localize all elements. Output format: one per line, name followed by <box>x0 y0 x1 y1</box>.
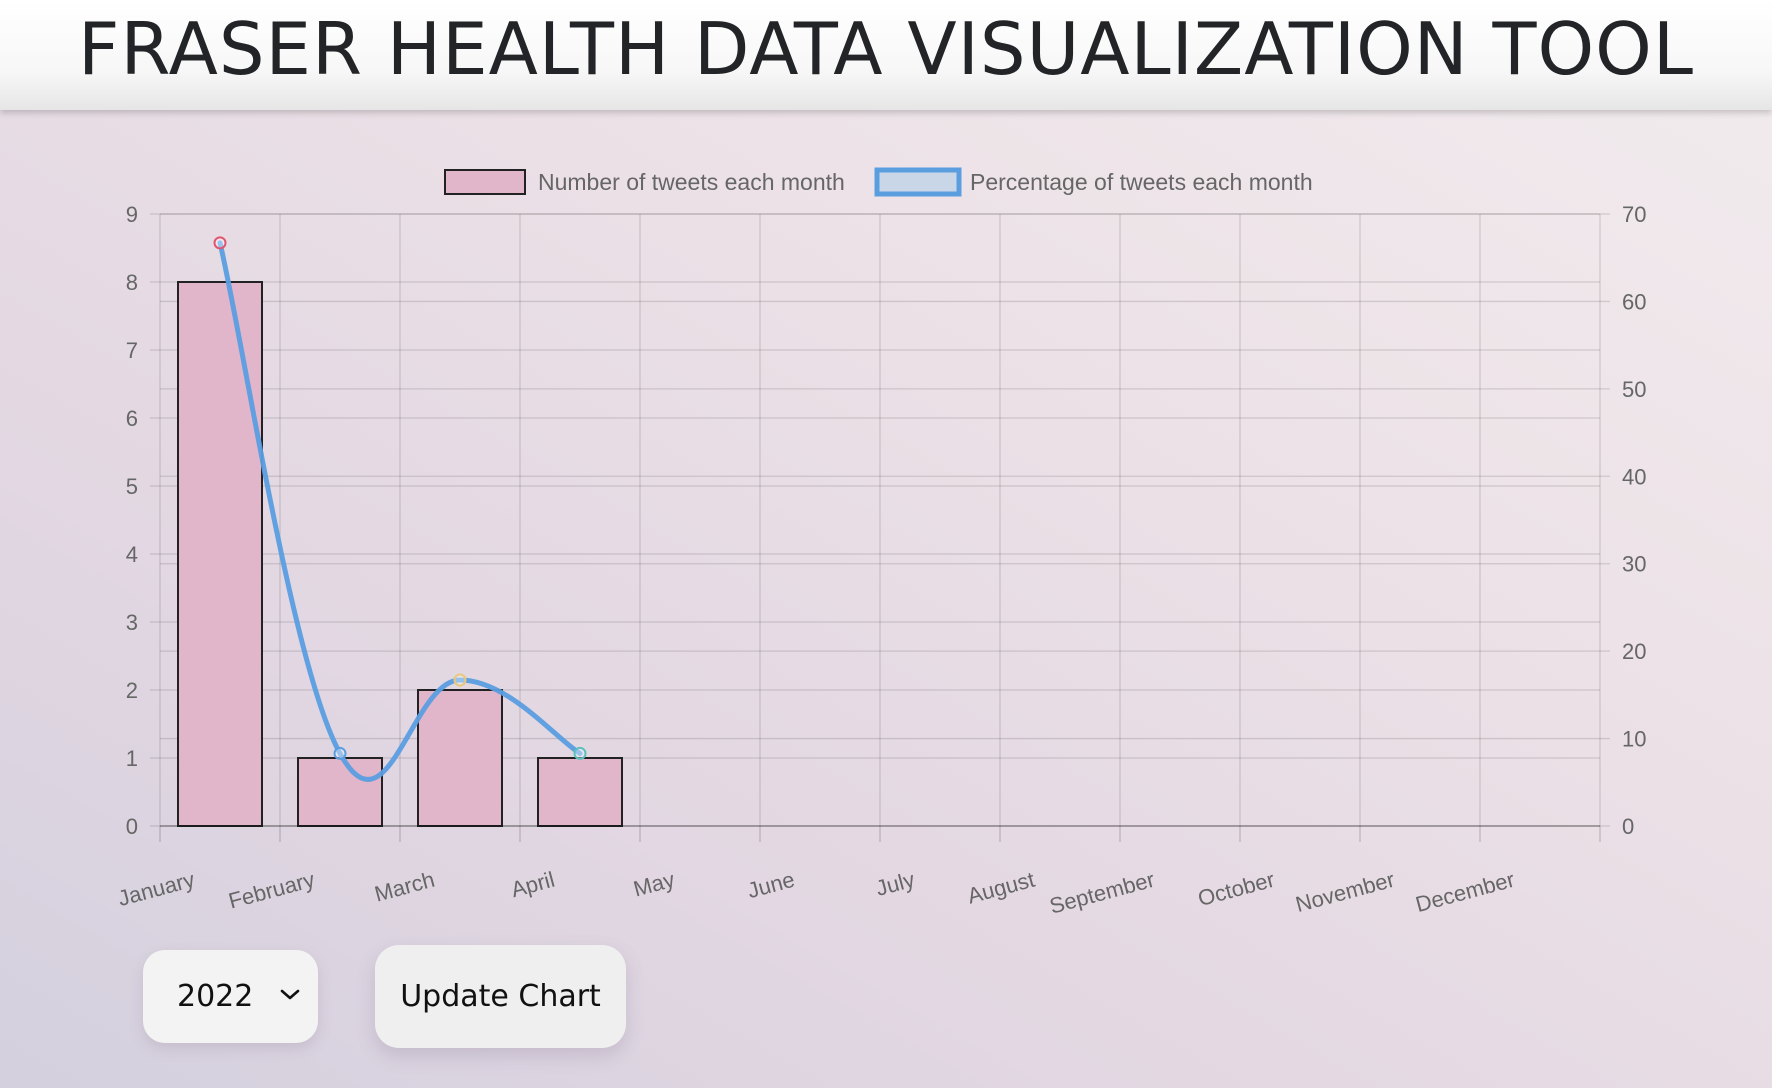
x-tick-label: November <box>1293 867 1397 917</box>
bar <box>297 757 383 827</box>
bar <box>177 281 263 827</box>
chart-grid <box>150 213 1610 827</box>
x-tick-label: June <box>745 867 798 903</box>
legend-swatch-line <box>874 167 962 197</box>
y-left-tick-label: 1 <box>126 746 138 771</box>
line-path <box>217 240 583 782</box>
legend-label-line: Percentage of tweets each month <box>970 169 1313 195</box>
x-tick-label: April <box>508 867 557 903</box>
x-tick-label: May <box>631 867 678 902</box>
y-right-tick-label: 40 <box>1622 464 1646 489</box>
chevron-down-icon <box>280 989 300 1000</box>
y-right-tick-label: 50 <box>1622 377 1646 402</box>
x-tick-label: October <box>1195 867 1277 911</box>
x-tick-label: August <box>965 867 1038 909</box>
y-right-tick-label: 10 <box>1622 727 1646 752</box>
line-point <box>333 746 347 760</box>
y-left-tick-label: 7 <box>126 338 138 363</box>
year-select-value: 2022 <box>177 979 254 1014</box>
y-right-tick-label: 20 <box>1622 639 1646 664</box>
line-point <box>213 236 227 250</box>
x-tick-label: September <box>1047 867 1157 919</box>
y-right-tick-label: 70 <box>1622 202 1646 227</box>
y-left-tick-label: 2 <box>126 678 138 703</box>
y-left-tick-label: 8 <box>126 270 138 295</box>
y-left-tick-label: 4 <box>126 542 138 567</box>
page-header: FRASER HEALTH DATA VISUALIZATION TOOL <box>0 0 1772 110</box>
year-select[interactable]: 2022 <box>143 950 318 1043</box>
x-tick-label: February <box>226 867 318 914</box>
y-left-tick-label: 3 <box>126 610 138 635</box>
x-tick-label: July <box>873 867 917 901</box>
line-point <box>453 673 467 687</box>
y-right-tick-label: 60 <box>1622 289 1646 314</box>
line-point <box>573 746 587 760</box>
legend-swatch-bar <box>444 169 526 195</box>
chart-legend[interactable]: Number of tweets each month Percentage of… <box>444 167 1313 197</box>
update-chart-button[interactable]: Update Chart <box>375 945 626 1048</box>
y-left-tick-label: 6 <box>126 406 138 431</box>
line-series <box>213 236 587 782</box>
legend-label-bar: Number of tweets each month <box>538 169 845 195</box>
y-left-tick-label: 9 <box>126 202 138 227</box>
y-right-tick-label: 30 <box>1622 552 1646 577</box>
bar <box>537 757 623 827</box>
y-left-tick-label: 0 <box>126 814 138 839</box>
page-title: FRASER HEALTH DATA VISUALIZATION TOOL <box>78 7 1694 91</box>
y-right-tick-label: 0 <box>1622 814 1634 839</box>
x-tick-label: January <box>115 867 197 911</box>
y-left-tick-label: 5 <box>126 474 138 499</box>
x-tick-label: March <box>372 867 438 907</box>
bar <box>417 689 503 827</box>
x-tick-label: December <box>1413 867 1517 917</box>
